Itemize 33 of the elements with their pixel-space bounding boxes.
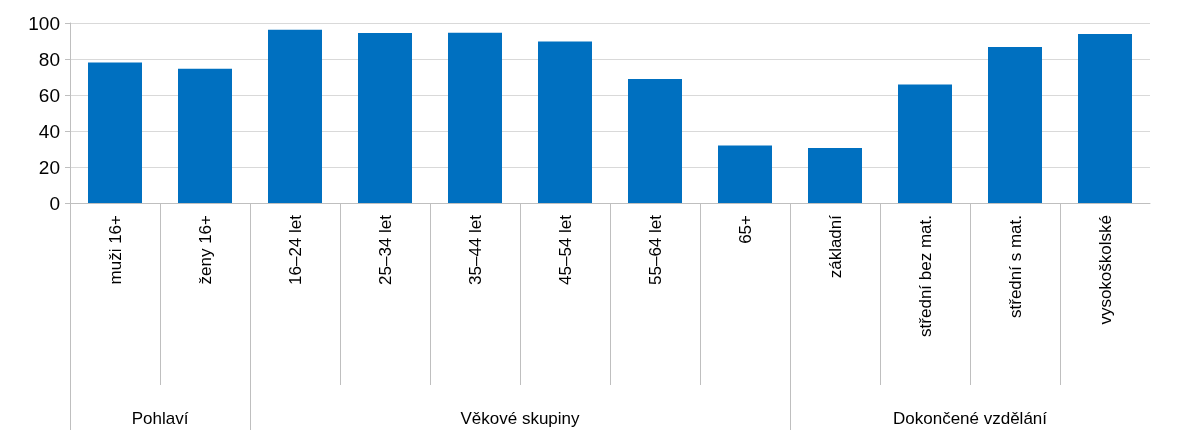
x-tick-label: 25–34 let [375, 214, 395, 285]
x-tick-label: 65+ [735, 214, 755, 244]
x-tick-label: střední s mat. [1005, 215, 1025, 318]
y-tick-label: 60 [38, 84, 60, 106]
bar [808, 148, 862, 203]
y-tick-label: 0 [49, 192, 60, 214]
bar [1078, 33, 1132, 203]
x-tick-label: základní [825, 214, 845, 279]
x-tick-label: 35–44 let [465, 214, 485, 285]
bar [448, 32, 502, 203]
x-tick-label: muži 16+ [105, 214, 125, 285]
bar [898, 84, 952, 203]
bar [538, 41, 592, 203]
y-tick-label: 80 [38, 48, 60, 70]
bar [268, 29, 322, 203]
bar [88, 62, 142, 203]
bar [358, 33, 412, 203]
y-tick-label: 100 [28, 12, 60, 34]
x-tick-label: 16–24 let [285, 214, 305, 285]
text: Věkové skupiny [460, 408, 581, 428]
x-tick-label: 55–64 let [645, 214, 665, 285]
x-tick-label: 45–54 let [555, 214, 575, 285]
bar [988, 47, 1042, 203]
text: Dokončené vzdělání [892, 408, 1048, 428]
x-tick-label: ženy 16+ [195, 214, 215, 285]
bar [628, 78, 682, 203]
x-tick-label: střední bez mat. [915, 215, 935, 337]
bar [178, 68, 232, 203]
y-tick-label: 20 [38, 156, 60, 178]
y-tick-label: 40 [38, 120, 60, 142]
bar [718, 145, 772, 203]
x-tick-label: vysokoškolské [1095, 215, 1115, 325]
text: Pohlaví [131, 408, 189, 428]
